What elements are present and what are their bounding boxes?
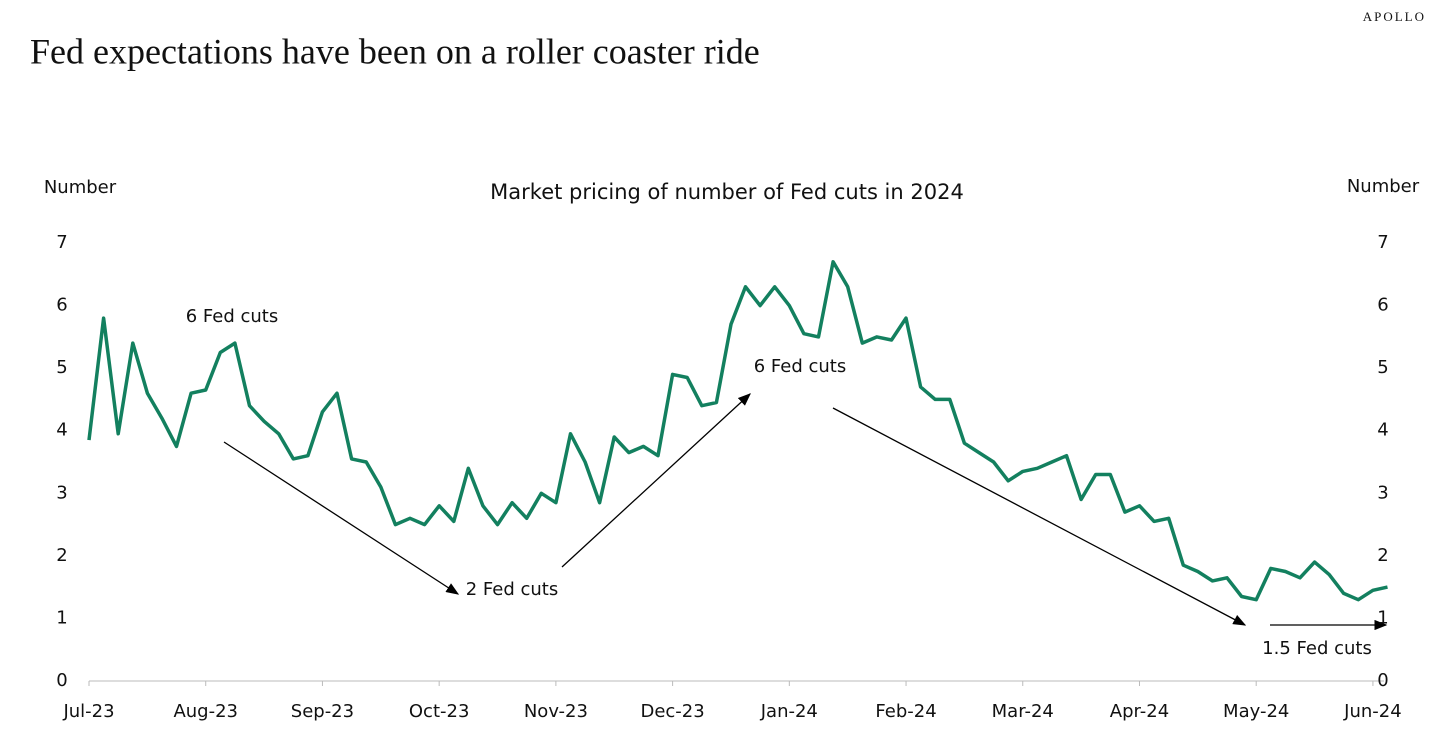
y2-tick-label: 0 [1377, 670, 1388, 691]
arrow [561, 393, 751, 568]
annotation: 6 Fed cuts [186, 306, 279, 327]
x-tick-label: Sep-23 [291, 701, 354, 722]
y-axis-label: Number [44, 177, 117, 198]
line [87, 260, 1388, 602]
annotation: 2 Fed cuts [466, 579, 559, 600]
x-tick-label: Mar-24 [992, 701, 1054, 722]
y-tick-label: 1 [56, 607, 67, 628]
x-tick-label: Aug-23 [173, 701, 238, 722]
arrow [223, 441, 460, 595]
y-tick-label: 6 [56, 295, 67, 316]
x-tick-label: Apr-24 [1110, 701, 1169, 722]
chart-title: Fed expectations have been on a roller c… [30, 31, 760, 71]
x-tick-label: Jun-24 [1343, 701, 1402, 722]
x-tick-label: Jul-23 [62, 701, 114, 722]
y2-tick-label: 7 [1377, 232, 1388, 253]
arrow [832, 407, 1247, 626]
annotation: 6 Fed cuts [754, 356, 847, 377]
x-tick-label: May-24 [1223, 701, 1289, 722]
y-tick-label: 2 [56, 545, 67, 566]
y-tick-label: 4 [56, 420, 67, 441]
brand: APOLLO [1363, 9, 1426, 24]
x-tick-label: Jan-24 [760, 701, 818, 722]
x-tick-label: Dec-23 [640, 701, 704, 722]
x-tick-label: Oct-23 [409, 701, 470, 722]
y-tick-label: 0 [56, 670, 67, 691]
x-tick-label: Nov-23 [524, 701, 588, 722]
y-tick-label: 7 [56, 232, 67, 253]
y2-tick-label: 2 [1377, 545, 1388, 566]
annotation: 1.5 Fed cuts [1262, 638, 1372, 659]
y2-tick-label: 3 [1377, 482, 1388, 503]
y2-axis-label: Number [1347, 176, 1420, 197]
y2-tick-label: 1 [1377, 607, 1388, 628]
y2-tick-label: 6 [1377, 295, 1388, 316]
y-tick-label: 5 [56, 357, 67, 378]
chart-subtitle: Market pricing of number of Fed cuts in … [490, 180, 964, 204]
y2-tick-label: 5 [1377, 357, 1388, 378]
x-tick-label: Feb-24 [875, 701, 936, 722]
y-tick-label: 3 [56, 482, 67, 503]
y2-tick-label: 4 [1377, 420, 1388, 441]
